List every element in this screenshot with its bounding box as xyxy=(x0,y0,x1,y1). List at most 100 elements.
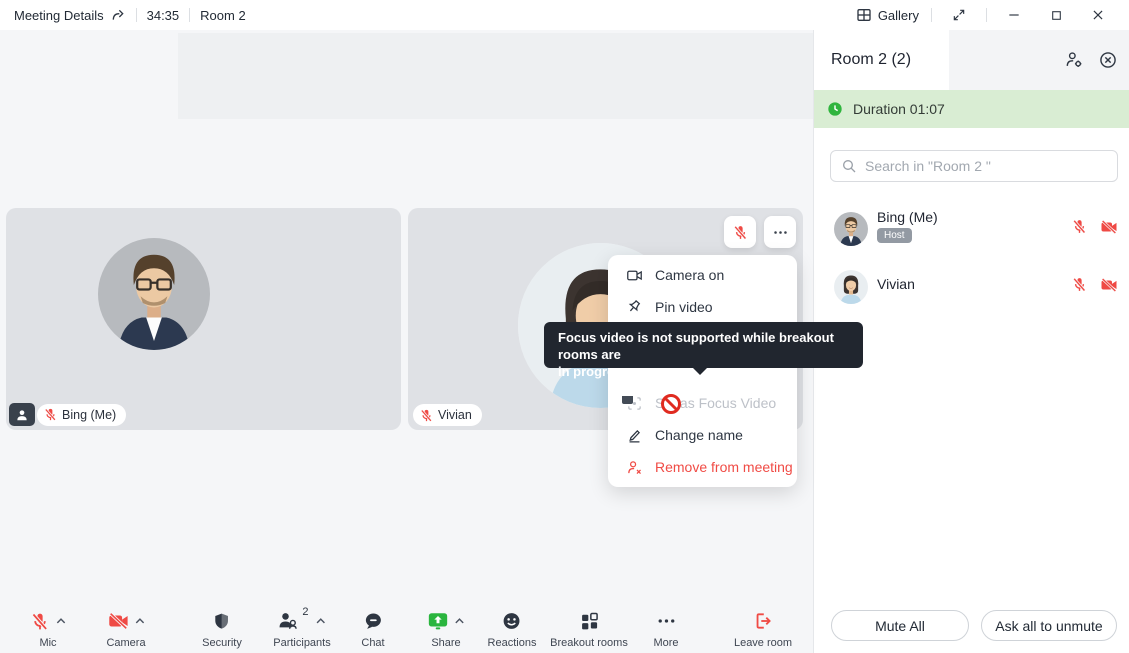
profile-badge-icon xyxy=(9,403,35,426)
camera-off-icon[interactable] xyxy=(1100,218,1118,236)
toolbar-label: Security xyxy=(202,637,242,649)
video-tile-bing[interactable]: Bing (Me) xyxy=(6,208,401,430)
shield-icon xyxy=(215,613,229,629)
tile-more-options-button[interactable] xyxy=(764,216,796,248)
more-dots-icon xyxy=(773,230,787,234)
meeting-details-button[interactable]: Meeting Details xyxy=(14,7,126,23)
close-button[interactable] xyxy=(1083,3,1113,27)
participant-tile-name: Vivian xyxy=(438,408,472,422)
gallery-label: Gallery xyxy=(877,7,919,23)
participant-context-menu: Camera on Pin video Set as Focus Video xyxy=(608,255,797,487)
clock-icon xyxy=(828,102,842,116)
menu-item-label: Remove from meeting xyxy=(655,459,793,475)
participants-icon xyxy=(279,613,297,629)
panel-room-tab[interactable]: Room 2 (2) xyxy=(814,30,949,90)
divider xyxy=(931,8,932,22)
menu-item-label: Change name xyxy=(655,427,743,443)
tooltip-text: in progress. xyxy=(558,364,633,379)
avatar xyxy=(834,270,868,304)
menu-item-label: Set as Focus Video xyxy=(655,395,777,411)
participant-name: Bing (Me) xyxy=(877,209,938,225)
divider xyxy=(986,8,987,22)
participant-row-vivian[interactable]: Vivian xyxy=(814,260,1129,314)
maximize-icon xyxy=(1051,10,1061,20)
toolbar-breakout-rooms-button[interactable]: Breakout rooms xyxy=(550,608,628,649)
chat-icon xyxy=(365,613,381,629)
close-icon xyxy=(1093,10,1103,20)
divider xyxy=(135,8,137,22)
meeting-details-label: Meeting Details xyxy=(14,7,104,23)
toolbar-label: More xyxy=(653,637,679,649)
camera-off-icon[interactable] xyxy=(1100,276,1118,294)
tile-mic-muted-button[interactable] xyxy=(724,216,756,248)
remove-person-icon xyxy=(628,460,641,474)
toolbar-share-button[interactable]: Share xyxy=(427,608,465,649)
menu-item-pin-video[interactable]: Pin video xyxy=(608,291,797,323)
participant-tile-name: Bing (Me) xyxy=(62,407,117,422)
search-input[interactable] xyxy=(865,158,1107,174)
menu-item-remove-from-meeting[interactable]: Remove from meeting xyxy=(608,451,797,483)
mute-all-button[interactable]: Mute All xyxy=(831,610,969,641)
tile-name-label: Vivian xyxy=(413,404,482,426)
maximize-button[interactable] xyxy=(1041,3,1071,27)
menu-item-camera-on[interactable]: Camera on xyxy=(608,259,797,291)
ask-all-to-unmute-button[interactable]: Ask all to unmute xyxy=(981,610,1117,641)
toolbar-chat-button[interactable]: Chat xyxy=(361,608,385,649)
toolbar-participants-button[interactable]: 2 Participants xyxy=(273,606,331,649)
expand-icon xyxy=(953,9,965,21)
toolbar-label: Participants xyxy=(273,637,331,649)
chevron-up-icon[interactable] xyxy=(454,617,465,625)
toolbar-mic-button[interactable]: Mic xyxy=(30,608,67,649)
duration-text: Duration 01:07 xyxy=(853,101,945,117)
toolbar-label: Breakout rooms xyxy=(550,637,628,649)
toolbar-leave-room-button[interactable]: Leave room xyxy=(734,608,792,649)
mic-muted-icon[interactable] xyxy=(1071,218,1088,235)
avatar xyxy=(834,212,868,246)
chevron-up-icon[interactable] xyxy=(316,617,327,625)
minimize-icon xyxy=(1009,14,1019,16)
menu-item-change-name[interactable]: Change name xyxy=(608,419,797,451)
camera-off-icon xyxy=(107,612,129,630)
fullscreen-button[interactable] xyxy=(944,3,974,27)
toolbar-reactions-button[interactable]: Reactions xyxy=(487,608,537,649)
chevron-up-icon[interactable] xyxy=(134,617,145,625)
toolbar-security-button[interactable]: Security xyxy=(202,608,242,649)
divider xyxy=(189,8,191,22)
gallery-grid-icon xyxy=(857,9,871,21)
participant-row-bing[interactable]: Bing (Me) Host xyxy=(814,202,1129,256)
panel-title: Room 2 (2) xyxy=(831,51,912,68)
mic-muted-icon xyxy=(420,408,433,422)
avatar xyxy=(98,238,210,350)
external-link-icon[interactable] xyxy=(110,7,126,23)
meeting-timer: 34:35 xyxy=(146,7,180,23)
host-badge: Host xyxy=(877,228,912,243)
toolbar-camera-button[interactable]: Camera xyxy=(106,608,146,649)
toolbar-label: Reactions xyxy=(487,637,537,649)
breakout-rooms-icon xyxy=(581,612,598,630)
close-panel-icon[interactable] xyxy=(1098,50,1118,70)
stage-top-strip xyxy=(178,33,813,119)
toolbar-label: Mic xyxy=(39,637,57,649)
minimize-button[interactable] xyxy=(999,3,1029,27)
toolbar-label: Share xyxy=(431,637,461,649)
meeting-toolbar: Mic Camera Security xyxy=(0,597,813,653)
search-icon xyxy=(843,160,856,173)
menu-item-label: Camera on xyxy=(655,267,725,283)
chevron-up-icon[interactable] xyxy=(56,617,67,625)
hidden-menu-item-icon xyxy=(622,396,633,404)
search-box[interactable] xyxy=(830,150,1118,182)
toolbar-more-button[interactable]: More xyxy=(653,608,679,649)
tile-name-label: Bing (Me) xyxy=(9,403,127,426)
participant-settings-icon[interactable] xyxy=(1064,50,1084,70)
title-bar: Meeting Details 34:35 Room 2 Gallery xyxy=(0,0,1129,30)
duration-banner: Duration 01:07 xyxy=(814,90,1129,128)
video-stage: Bing (Me) Vivian xyxy=(0,30,863,653)
mic-muted-icon xyxy=(31,611,48,631)
gallery-view-button[interactable]: Gallery xyxy=(856,7,919,23)
camera-icon xyxy=(627,270,642,280)
mic-muted-icon[interactable] xyxy=(1071,276,1088,293)
tooltip-text: Focus video is not supported while break… xyxy=(558,330,834,362)
menu-item-set-focus-video[interactable]: Set as Focus Video xyxy=(608,387,797,419)
toolbar-label: Leave room xyxy=(733,637,793,649)
